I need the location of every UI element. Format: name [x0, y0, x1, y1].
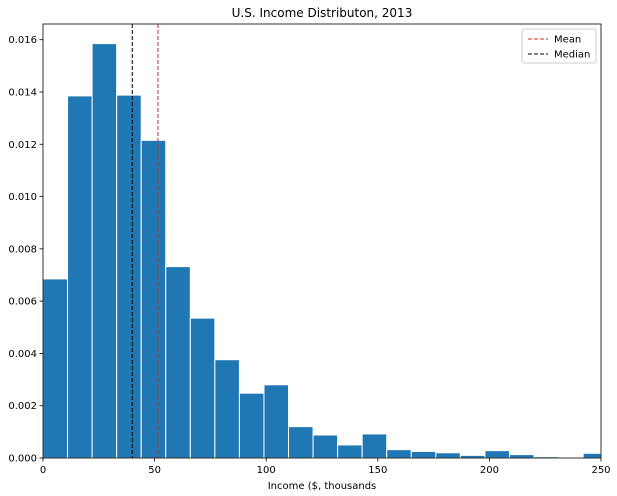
x-tick-label: 200	[480, 465, 499, 476]
x-tick-label: 250	[591, 465, 610, 476]
histogram-bar	[189, 317, 216, 459]
histogram-bar	[361, 433, 388, 459]
histogram-bar	[214, 359, 240, 459]
y-axis: 0.000 0.002 0.004 0.006 0.008 0.010 0.012 0.014…	[8, 35, 43, 465]
histogram-bar	[140, 139, 167, 459]
plot-area: 0 50 100 150 200 250 0.0000.0020.0040.0060.00…	[8, 23, 611, 476]
x-tick-label: 50	[148, 465, 161, 476]
y-tick-label: 0.002	[8, 401, 37, 412]
median-legend-label: Median	[554, 50, 590, 61]
histogram-bar	[67, 95, 93, 459]
histogram-bar	[484, 450, 510, 459]
y-tick-label: 0.006	[8, 297, 37, 308]
histogram-bar	[263, 384, 290, 459]
histogram-bar	[582, 452, 602, 459]
x-axis: 0 50 100 150 200 250	[40, 458, 611, 476]
histogram-bar	[337, 444, 363, 459]
y-tick-label: 0.014	[8, 87, 37, 98]
histogram-bar	[508, 454, 535, 459]
histogram-bar	[312, 434, 339, 459]
histogram-bar	[42, 278, 69, 459]
axes-frame	[42, 23, 602, 459]
mean-legend-label: Mean	[554, 35, 581, 46]
histogram-bar	[238, 392, 265, 459]
histogram-bar	[116, 94, 142, 459]
y-tick-label: 0.004	[8, 349, 37, 360]
chart-title: U.S. Income Distributon, 2013	[232, 6, 413, 20]
histogram-bar	[435, 452, 461, 459]
histogram-bar	[91, 43, 118, 459]
histogram-bar	[288, 426, 314, 459]
y-tick-label: 0.012	[8, 140, 37, 151]
x-axis-label: Income ($, thousands	[268, 481, 377, 492]
reference-lines	[131, 24, 159, 458]
y-tick-label: 0.000	[8, 454, 37, 465]
y-tick-label: 0.010	[8, 192, 37, 203]
y-tick-label: 0.008	[8, 244, 37, 255]
x-tick-label: 150	[368, 465, 387, 476]
histogram-bar	[165, 266, 191, 459]
y-tick-label: 0.016	[8, 35, 37, 46]
bars	[42, 43, 602, 459]
x-tick-label: 0	[40, 465, 46, 476]
legend: Mean Median	[521, 28, 597, 64]
histogram-bar	[386, 449, 412, 459]
x-tick-label: 100	[257, 465, 276, 476]
histogram-bar	[410, 450, 437, 459]
